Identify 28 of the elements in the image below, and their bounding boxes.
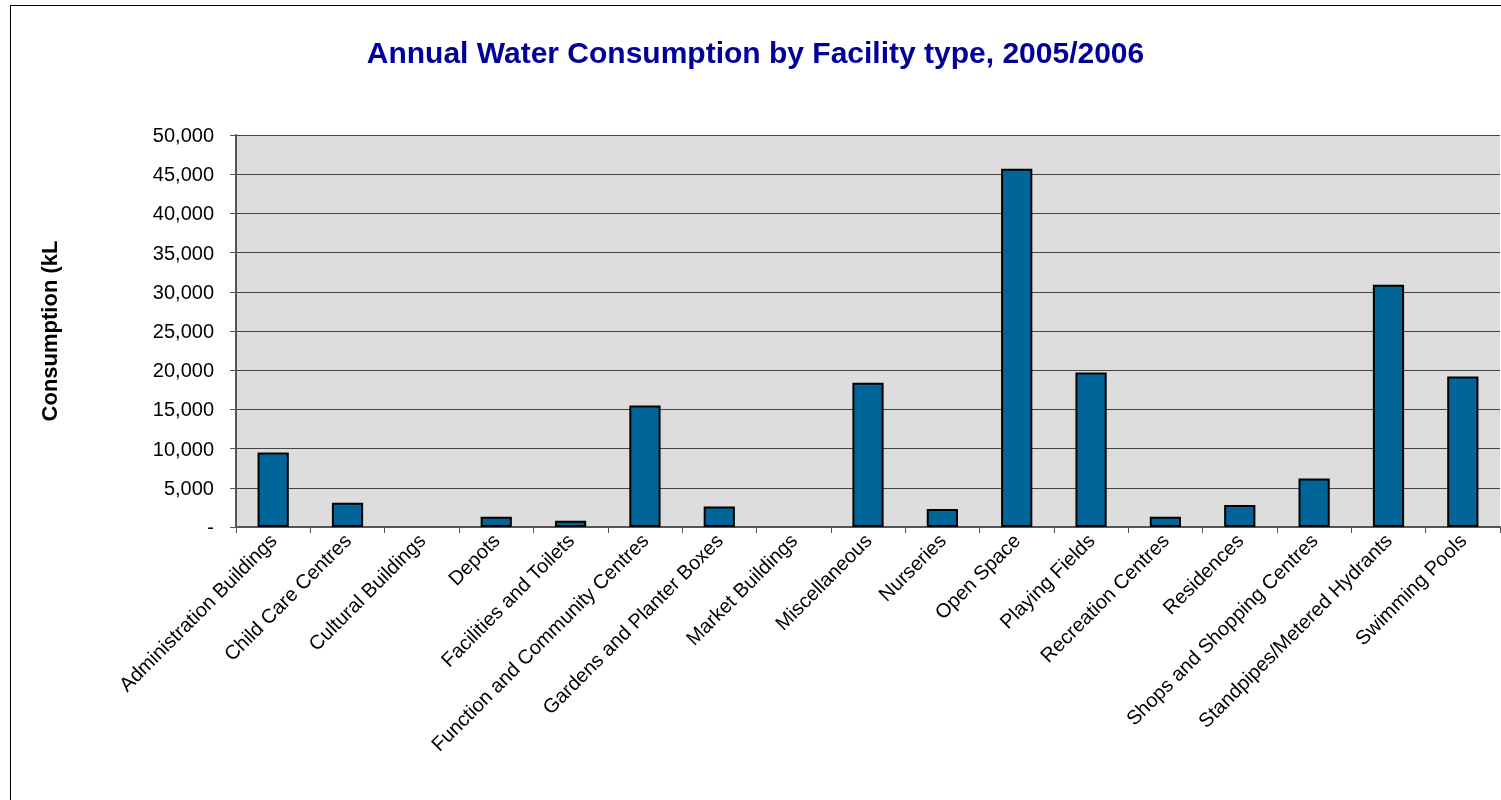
bar <box>480 516 512 527</box>
y-tick-label: 30,000 <box>152 280 214 303</box>
bar <box>1298 478 1330 527</box>
bar <box>1075 372 1107 527</box>
y-axis-title: Consumption (kL <box>36 240 62 422</box>
y-tick-label: 15,000 <box>152 398 214 421</box>
bar <box>703 506 735 527</box>
bar <box>926 508 958 527</box>
y-tick-label: 20,000 <box>152 359 214 382</box>
bar <box>1149 516 1182 527</box>
y-tick-label: 40,000 <box>152 202 214 225</box>
bar <box>629 405 661 527</box>
y-tick-label: 10,000 <box>152 437 214 460</box>
y-tick-label: 25,000 <box>152 320 214 342</box>
y-tick-label: 35,000 <box>152 241 214 264</box>
chart-title: Annual Water Consumption by Facility type, 2005/2006 <box>366 35 1145 69</box>
y-tick-label: 50,000 <box>152 124 214 146</box>
bar <box>1001 168 1033 527</box>
bar <box>331 502 364 527</box>
bar <box>554 520 587 527</box>
y-tick-label: 5,000 <box>163 476 214 499</box>
y-tick-label: 45,000 <box>152 163 214 186</box>
bar <box>1372 284 1405 527</box>
bar <box>257 452 289 527</box>
bar <box>1447 376 1479 527</box>
y-tick-label: - <box>207 516 214 538</box>
bar <box>852 382 884 527</box>
bar <box>1224 505 1256 527</box>
